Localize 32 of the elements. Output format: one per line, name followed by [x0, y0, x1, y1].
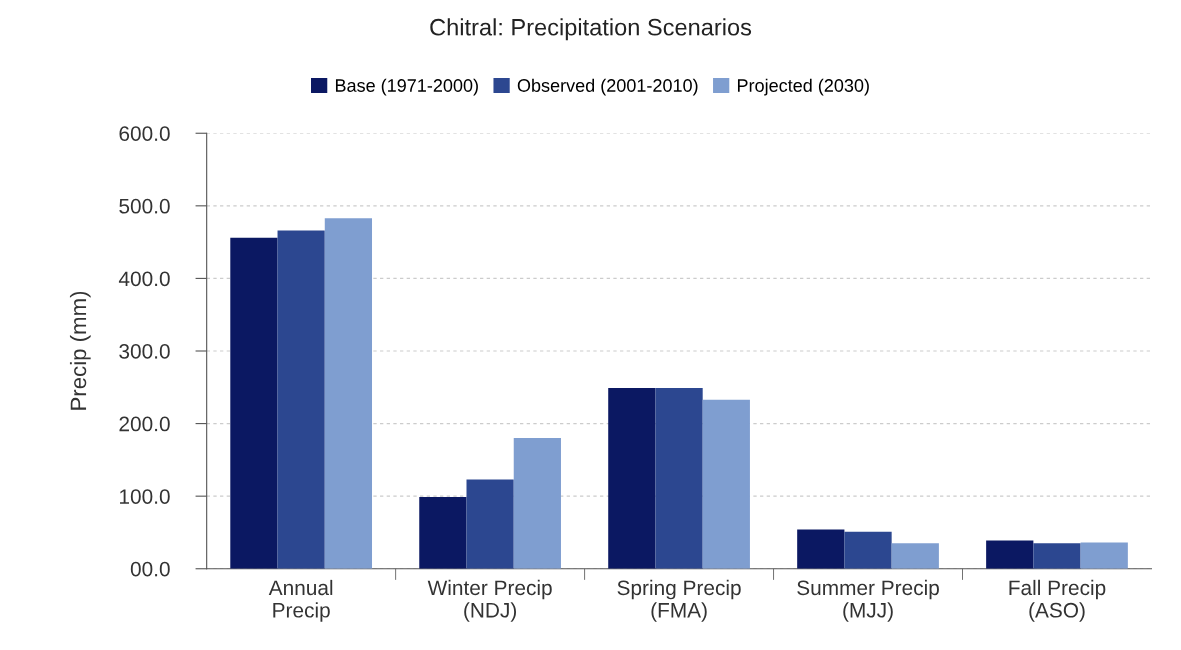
bar [655, 388, 703, 569]
x-tick-label: Summer Precip (MJJ) [797, 579, 939, 622]
bar [277, 230, 325, 569]
y-tick-label: 400.0 [118, 271, 170, 287]
y-tick-label: 300.0 [119, 344, 170, 359]
legend-label: Projected (2030) [737, 78, 869, 96]
bar [1080, 542, 1128, 569]
bar [986, 540, 1034, 569]
legend-label: Base (1971-2000) [335, 78, 478, 96]
chart-title: Chitral: Precipitation Scenarios [430, 18, 752, 41]
y-tick-label: 500.0 [119, 198, 170, 214]
bar [513, 438, 561, 569]
bar [230, 237, 278, 569]
bar [419, 496, 467, 569]
bar [324, 218, 373, 569]
bar [702, 399, 750, 569]
x-tick-label: Spring Precip (FMA) [617, 579, 741, 622]
y-tick-label: 100.0 [120, 489, 170, 504]
bar [844, 531, 892, 569]
x-tick-label: Fall Precip (ASO) [1009, 579, 1106, 622]
y-tick-label: 00.0 [130, 561, 170, 577]
bar [1033, 543, 1081, 569]
bar [797, 529, 845, 569]
bar [466, 479, 514, 569]
x-tick-label: Annual Precip [268, 579, 333, 622]
bar [608, 388, 656, 569]
x-tick-label: Winter Precip (NDJ) [427, 579, 552, 622]
y-tick-label: 600.0 [119, 126, 170, 141]
bar [891, 543, 939, 569]
y-tick-label: 200.0 [119, 416, 170, 432]
legend-label: Observed (2001-2010) [517, 78, 698, 96]
y-axis-title: Precip (mm) [69, 291, 91, 410]
